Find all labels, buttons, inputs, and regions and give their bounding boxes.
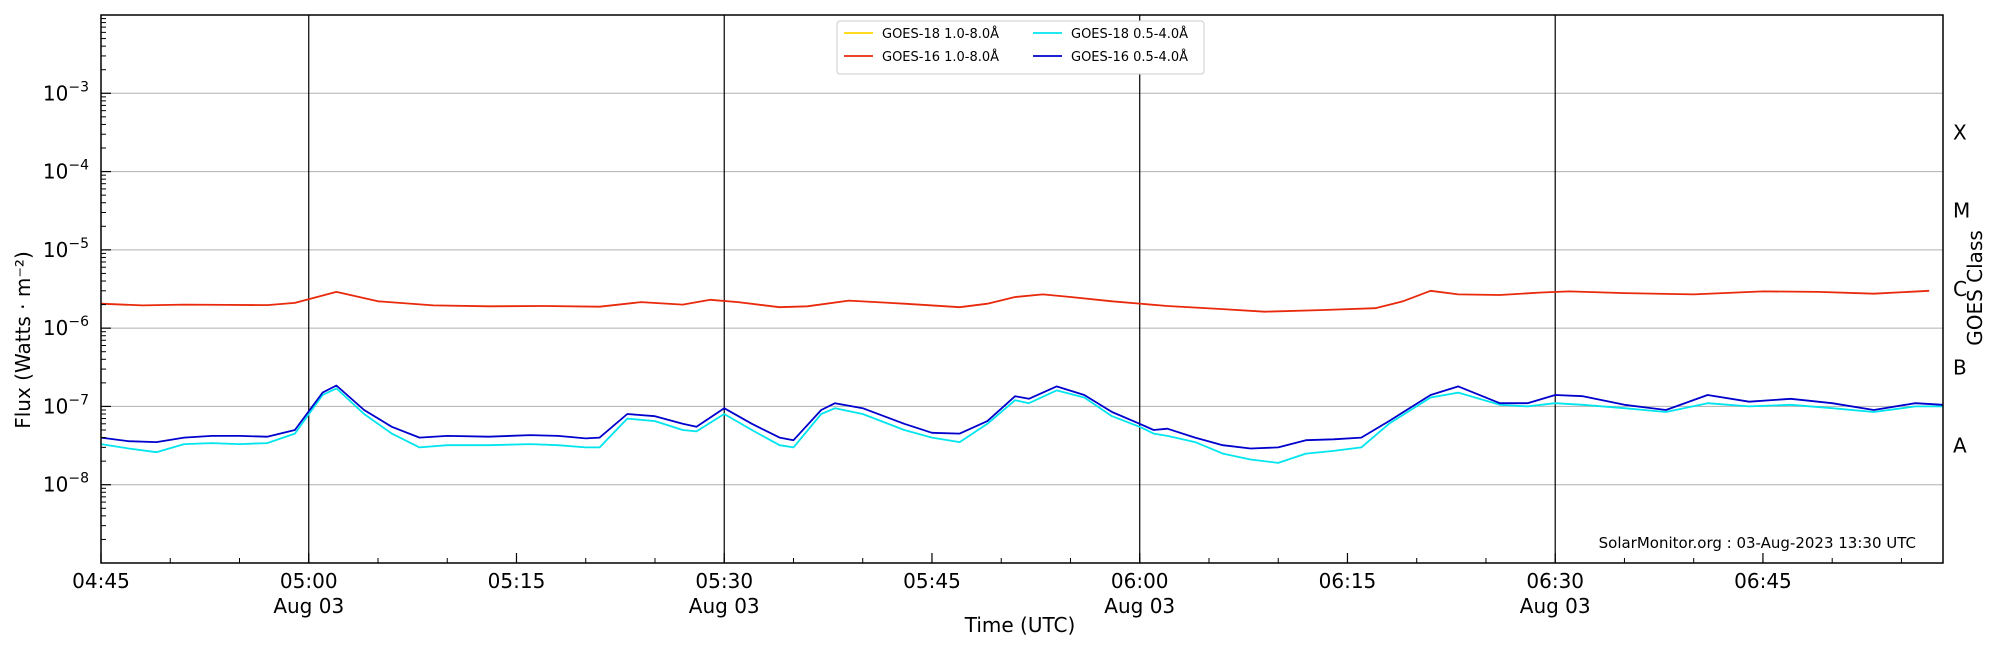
x-tick-label: 06:30 <box>1526 569 1584 593</box>
x-tick-label: 05:45 <box>903 569 961 593</box>
source-annotation: SolarMonitor.org : 03-Aug-2023 13:30 UTC <box>1599 534 1916 552</box>
plot-area-frame <box>100 14 1944 564</box>
x-tick-label: 06:45 <box>1734 569 1792 593</box>
x-tick-date-label: Aug 03 <box>1520 594 1591 618</box>
y-tick-label: 10−6 <box>43 314 89 340</box>
y-axis-title: Flux (Watts · m⁻²) <box>11 251 35 429</box>
day-boundary-lines <box>308 15 1556 563</box>
grid-lines <box>101 92 1943 486</box>
goes-class-label: C <box>1953 277 1967 301</box>
goes-class-label: A <box>1953 434 1967 458</box>
x-tick-label: 05:30 <box>695 569 753 593</box>
goes-class-labels: A B C M X <box>1953 120 1970 457</box>
series-line <box>100 387 1943 464</box>
series-line <box>100 289 1930 313</box>
goes-class-label: X <box>1953 120 1967 144</box>
legend: GOES-18 1.0-8.0Å GOES-16 1.0-8.0Å GOES-18 … <box>836 20 1205 75</box>
x-tick-date-label: Aug 03 <box>689 594 760 618</box>
x-tick-label: 05:00 <box>280 569 338 593</box>
x-tick-date-label: Aug 03 <box>1104 594 1175 618</box>
right-axis-title: GOES Class <box>1963 230 1987 346</box>
y-tick-label: 10−7 <box>43 392 89 418</box>
legend-box <box>836 20 1205 75</box>
series-line <box>100 384 1944 450</box>
data-series <box>100 289 1944 464</box>
y-tick-label: 10−5 <box>43 236 89 262</box>
goes-class-label: M <box>1953 199 1970 223</box>
y-tick-label: 10−3 <box>43 79 89 105</box>
x-tick-label: 05:15 <box>488 569 546 593</box>
legend-entry-label: GOES-18 0.5-4.0Å <box>1071 26 1188 42</box>
x-axis-title: Time (UTC) <box>964 613 1076 637</box>
y-tick-label: 10−4 <box>43 158 89 184</box>
x-tick-date-label: Aug 03 <box>273 594 344 618</box>
legend-entry-label: GOES-18 1.0-8.0Å <box>882 26 999 42</box>
legend-entry-label: GOES-16 1.0-8.0Å <box>882 49 999 65</box>
x-tick-label: 04:45 <box>72 569 130 593</box>
legend-entry-label: GOES-16 0.5-4.0Å <box>1071 49 1188 65</box>
x-tick-label: 06:00 <box>1111 569 1169 593</box>
x-tick-label: 06:15 <box>1319 569 1377 593</box>
goes-class-label: B <box>1953 355 1967 379</box>
y-axis-ticks: 10−8 10−7 10−6 10−5 10−4 10−3 <box>43 18 111 540</box>
y-tick-label: 10−8 <box>43 471 89 497</box>
